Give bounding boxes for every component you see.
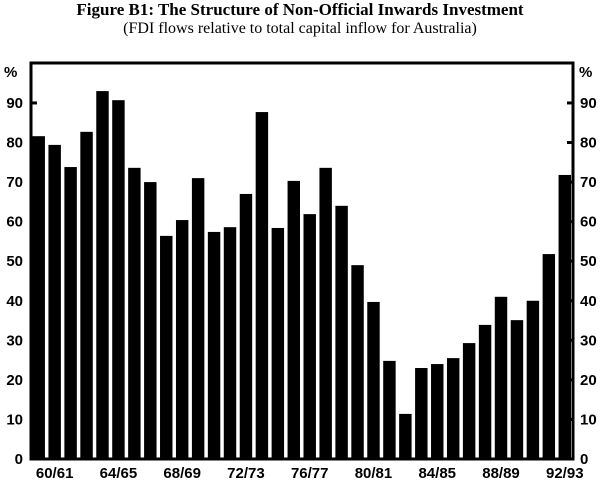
bar-64/65 [112, 100, 125, 460]
bar-66/67 [144, 182, 157, 459]
x-tick-label: 60/61 [36, 465, 74, 482]
bar-86/87 [462, 343, 476, 459]
y-tick-label-right: 20 [580, 372, 597, 389]
y-tick-label-left: 50 [6, 253, 23, 270]
x-tick-label: 68/69 [163, 465, 201, 482]
y-tick-label-left: 60 [6, 214, 23, 231]
bar-60/61 [48, 144, 61, 459]
y-axis-label-right: % [579, 64, 592, 81]
bar-59/60 [32, 136, 45, 459]
bar-65/66 [128, 167, 141, 460]
x-tick-label: 76/77 [291, 465, 329, 482]
bar-62/63 [80, 131, 93, 459]
y-tick-label-left: 10 [6, 411, 23, 428]
y-tick-label-right: 50 [580, 253, 597, 270]
x-tick-label: 92/93 [546, 465, 584, 482]
bar-74/75 [271, 227, 285, 459]
bar-81/82 [383, 360, 396, 459]
y-tick-label-right: 80 [580, 135, 597, 152]
bar-63/64 [96, 91, 109, 459]
bar-83/84 [415, 368, 428, 459]
x-tick-label: 80/81 [355, 465, 393, 482]
bar-72/73 [239, 193, 253, 459]
y-tick-label-right: 0 [580, 451, 588, 468]
y-tick-label-left: 30 [6, 332, 23, 349]
bar-89/90 [510, 320, 524, 459]
bar-88/89 [494, 296, 508, 459]
bar-75/76 [287, 180, 300, 460]
bar-91/92 [542, 254, 556, 459]
bar-73/74 [255, 112, 269, 459]
y-tick-label-left: 80 [6, 135, 23, 152]
bar-87/88 [478, 324, 492, 459]
bar-90/91 [526, 300, 540, 459]
y-tick-label-right: 40 [580, 293, 597, 310]
y-tick-label-left: 20 [6, 372, 23, 389]
y-tick-label-left: 70 [6, 174, 23, 191]
y-axis-label-left: % [4, 64, 17, 81]
chart-title: Figure B1: The Structure of Non-Official… [76, 0, 524, 19]
x-tick-label: 64/65 [100, 465, 138, 482]
x-tick-label: 88/89 [482, 465, 520, 482]
x-tick-label: 72/73 [227, 465, 265, 482]
bar-82/83 [399, 413, 412, 459]
bar-61/62 [64, 167, 77, 460]
y-tick-label-left: 0 [15, 451, 23, 468]
bar-78/79 [335, 205, 348, 459]
y-tick-label-left: 90 [6, 95, 23, 112]
bar-67/68 [160, 235, 173, 459]
bar-79/80 [351, 265, 364, 459]
x-tick-label: 84/85 [418, 465, 456, 482]
bar-76/77 [303, 214, 316, 459]
bar-69/70 [191, 178, 205, 459]
bar-80/81 [367, 301, 380, 459]
y-tick-label-right: 90 [580, 95, 597, 112]
bar-92/93 [558, 174, 571, 459]
y-tick-label-right: 10 [580, 411, 597, 428]
bar-84/85 [431, 364, 444, 459]
y-tick-label-right: 30 [580, 332, 597, 349]
y-tick-label-left: 40 [6, 293, 23, 310]
y-tick-label-right: 70 [580, 174, 597, 191]
bar-68/69 [175, 220, 189, 459]
bar-71/72 [223, 227, 237, 459]
bar-77/78 [319, 167, 332, 460]
y-tick-label-right: 60 [580, 214, 597, 231]
bar-70/71 [207, 231, 221, 459]
bar-85/86 [446, 358, 460, 459]
chart-subtitle: (FDI flows relative to total capital inf… [123, 20, 477, 37]
